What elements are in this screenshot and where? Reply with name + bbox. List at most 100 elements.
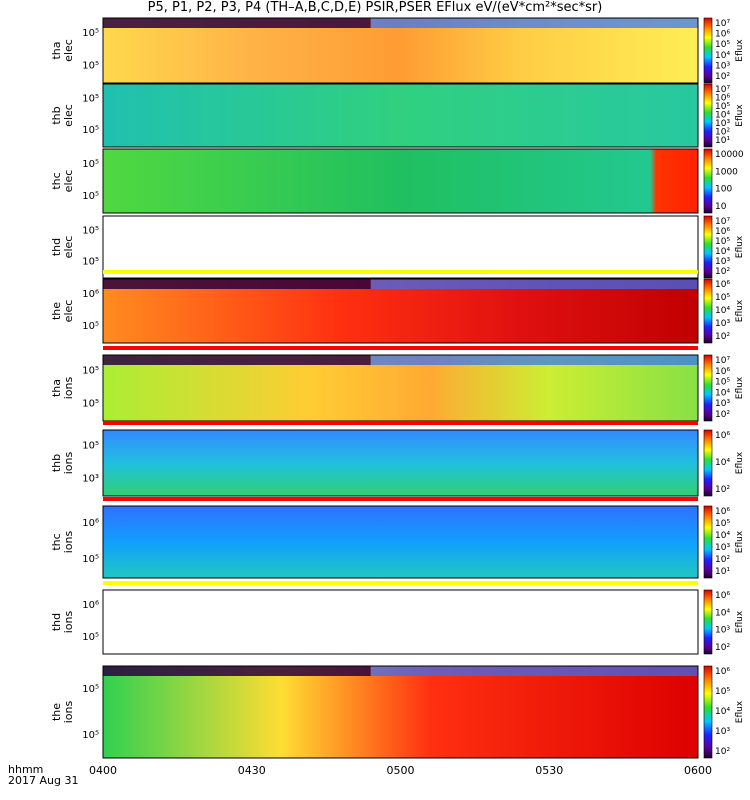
mode-stripe <box>103 497 698 501</box>
y-tick-label: 10⁶ <box>82 518 99 529</box>
colorbar-tick-label: 10² <box>715 267 730 277</box>
low-energy-band <box>103 355 371 365</box>
y-label-species: ions <box>62 376 75 399</box>
colorbar <box>703 505 713 579</box>
colorbar-tick-label: 10³ <box>715 119 730 129</box>
panel-thb-ions: 10⁵ 10³ thbions 10⁶ 10⁴ 10² Eflux <box>50 421 745 497</box>
y-tick-label: 10⁵ <box>82 730 99 741</box>
y-tick-label: 10⁶ <box>82 289 99 300</box>
low-energy-band <box>103 666 371 676</box>
y-tick-label: 10⁵ <box>82 225 99 236</box>
y-tick-label: 10⁶ <box>82 600 99 611</box>
y-label-probe: thd <box>50 613 63 631</box>
colorbar-tick-label: 10⁶ <box>715 507 730 517</box>
y-tick-label: 10⁵ <box>82 440 99 451</box>
y-tick-label: 10⁵ <box>82 256 99 267</box>
colorbar-tick-label: 10³ <box>715 543 730 553</box>
colorbar-label: Eflux <box>735 299 745 322</box>
colorbar-tick-label: 10⁴ <box>715 608 730 618</box>
colorbar <box>703 278 713 344</box>
mode-stripe <box>103 346 698 350</box>
colorbar-tick-label: 10⁵ <box>715 687 730 697</box>
colorbar <box>703 83 713 148</box>
colorbar-tick-label: 10⁴ <box>715 388 730 398</box>
colorbar-tick-label: 10⁶ <box>715 367 730 377</box>
colorbar-label: Eflux <box>735 700 745 723</box>
panel-frame <box>102 505 699 579</box>
colorbar-label: Eflux <box>735 104 745 127</box>
colorbar-tick-label: 10³ <box>715 319 730 329</box>
colorbar-label: Eflux <box>735 530 745 553</box>
y-label-species: elec <box>62 170 75 193</box>
y-axis-label: theions <box>50 700 75 723</box>
colorbar-tick-label: 10² <box>715 747 730 757</box>
colorbar-tick-label: 10⁴ <box>715 111 730 121</box>
colorbar-tick-label: 10² <box>715 410 730 420</box>
colorbar-tick-label: 10³ <box>715 61 730 71</box>
colorbar-tick-label: 10⁴ <box>715 458 730 468</box>
y-tick-label: 10⁵ <box>82 94 99 105</box>
colorbar-tick-label: 10⁷ <box>715 85 730 95</box>
y-tick-label: 10⁵ <box>82 61 99 72</box>
colorbar-tick-label: 10² <box>715 643 730 653</box>
low-energy-band-blue <box>370 355 698 365</box>
y-axis-label: thaions <box>50 376 75 399</box>
y-label-probe: thc <box>50 533 63 550</box>
y-axis-label: thbions <box>50 451 75 474</box>
colorbar-tick-label: 10⁵ <box>715 40 730 50</box>
colorbar <box>703 589 713 655</box>
mode-stripe <box>103 270 698 274</box>
y-label-species: elec <box>62 236 75 259</box>
y-tick-label: 10⁵ <box>82 159 99 170</box>
y-label-probe: thd <box>50 238 63 256</box>
colorbar-tick-label: 10¹ <box>715 136 730 146</box>
colorbar <box>703 148 713 214</box>
colorbar-tick-label: 10000 <box>715 150 744 160</box>
y-label-species: ions <box>62 700 75 723</box>
y-label-probe: thb <box>50 454 63 472</box>
heatmap-body <box>103 355 698 421</box>
low-energy-band <box>103 279 371 289</box>
heatmap-body <box>103 666 698 758</box>
y-axis-label: thdelec <box>50 236 75 259</box>
low-energy-band-blue <box>370 18 698 28</box>
colorbar-tick-label: 10⁴ <box>715 707 730 717</box>
y-axis-label: thdions <box>50 610 75 633</box>
colorbar-label: Eflux <box>735 235 745 258</box>
colorbar-tick-label: 10⁶ <box>715 591 730 601</box>
colorbar-tick-label: 10⁴ <box>715 531 730 541</box>
x-axis-date-label: 2017 Aug 31 <box>8 774 79 787</box>
x-tick-label: 0600 <box>684 764 712 777</box>
panel-thc-ions: 10⁶ 10⁵ thcions 10⁶ 10⁵ 10⁴ 10³ 10² 10¹ Eflux <box>50 497 745 579</box>
colorbar-tick-label: 10¹ <box>715 567 730 577</box>
colorbar-tick-label: 100 <box>715 185 732 195</box>
panel-frame <box>102 278 699 344</box>
panel-frame <box>102 429 699 497</box>
colorbar-tick-label: 10⁴ <box>715 306 730 316</box>
low-energy-band-blue <box>370 666 698 676</box>
y-tick-label: 10⁵ <box>82 632 99 643</box>
x-tick-label: 0500 <box>386 764 415 777</box>
y-label-probe: tha <box>50 379 63 397</box>
colorbar-tick-label: 10⁵ <box>715 378 730 388</box>
colorbar-tick-label: 10⁵ <box>715 519 730 529</box>
colorbar-tick-label: 10⁶ <box>715 94 730 104</box>
colorbar <box>703 429 713 497</box>
colorbar-tick-label: 10⁶ <box>715 431 730 441</box>
colorbar-tick-label: 10³ <box>715 399 730 409</box>
colorbar-tick-label: 10² <box>715 485 730 495</box>
colorbar-tick-label: 10⁶ <box>715 227 730 237</box>
colorbar-tick-label: 10⁶ <box>715 30 730 40</box>
colorbar-tick-label: 10³ <box>715 257 730 267</box>
y-tick-label: 10⁵ <box>82 321 99 332</box>
colorbar-tick-label: 1000 <box>715 167 738 177</box>
heatmap-body <box>103 216 698 278</box>
panel-the-elec: 10⁶ 10⁵ theelec 10⁶ 10⁵ 10⁴ 10³ 10² Eflux <box>50 270 745 344</box>
colorbar <box>703 215 713 279</box>
panel-frame <box>102 17 699 84</box>
y-tick-label: 10³ <box>82 473 99 484</box>
